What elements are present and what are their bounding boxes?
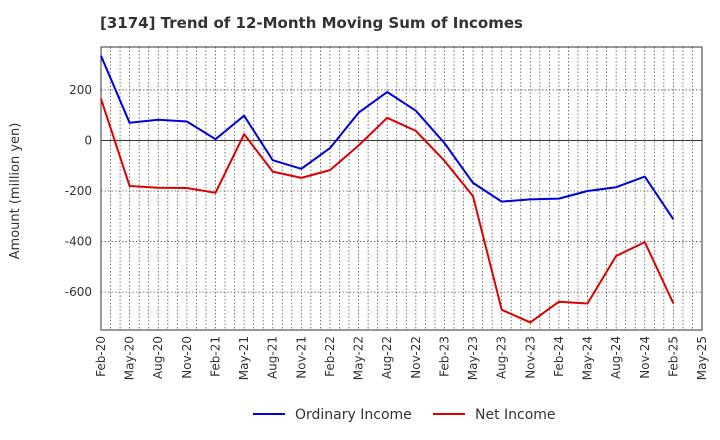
x-tick-label: Feb-24 (552, 336, 566, 377)
y-axis-label: Amount (million yen) (8, 123, 23, 260)
legend: Ordinary Income Net Income (253, 407, 556, 423)
legend-label: Ordinary Income (295, 407, 412, 423)
y-tick-label: -600 (65, 285, 92, 299)
x-tick-label: May-23 (466, 336, 480, 380)
series-layer (100, 55, 675, 324)
x-tick-label: May-22 (352, 336, 366, 380)
x-tick-label: May-25 (695, 336, 709, 380)
x-tick-label: Feb-20 (94, 336, 108, 377)
y-axis-ticks: 200 0 -200 -400 -600 (65, 83, 92, 299)
x-tick-label: Nov-23 (523, 336, 537, 379)
y-tick-label: -200 (65, 184, 92, 198)
series-line-net-income (100, 98, 675, 324)
x-tick-label: May-24 (581, 336, 595, 380)
chart-title: [3174] Trend of 12-Month Moving Sum of I… (100, 14, 523, 32)
x-tick-label: Aug-21 (266, 336, 280, 379)
plot-frame (100, 46, 703, 331)
x-axis-ticks: Feb-20 May-20 Aug-20 Nov-20 Feb-21 May-21 Aug-… (94, 336, 709, 380)
x-tick-label: Feb-21 (208, 336, 222, 377)
x-tick-label: Aug-23 (495, 336, 509, 379)
legend-label: Net Income (475, 407, 556, 423)
x-tick-label: Aug-24 (609, 336, 623, 379)
y-tick-label: 0 (84, 133, 92, 147)
x-tick-label: Nov-24 (638, 336, 652, 379)
series-line-ordinary-income (100, 55, 675, 220)
x-tick-label: Feb-22 (323, 336, 337, 377)
y-tick-label: -400 (65, 235, 92, 249)
x-tick-label: May-21 (237, 336, 251, 380)
y-tick-label: 200 (69, 83, 92, 97)
x-tick-label: Nov-20 (180, 336, 194, 379)
x-tick-label: Aug-22 (380, 336, 394, 379)
x-tick-label: Nov-22 (409, 336, 423, 379)
x-tick-label: Feb-25 (666, 336, 680, 377)
x-tick-label: May-20 (123, 336, 137, 380)
x-tick-label: Nov-21 (294, 336, 308, 379)
x-tick-label: Aug-20 (151, 336, 165, 379)
x-tick-label: Feb-23 (437, 336, 451, 377)
